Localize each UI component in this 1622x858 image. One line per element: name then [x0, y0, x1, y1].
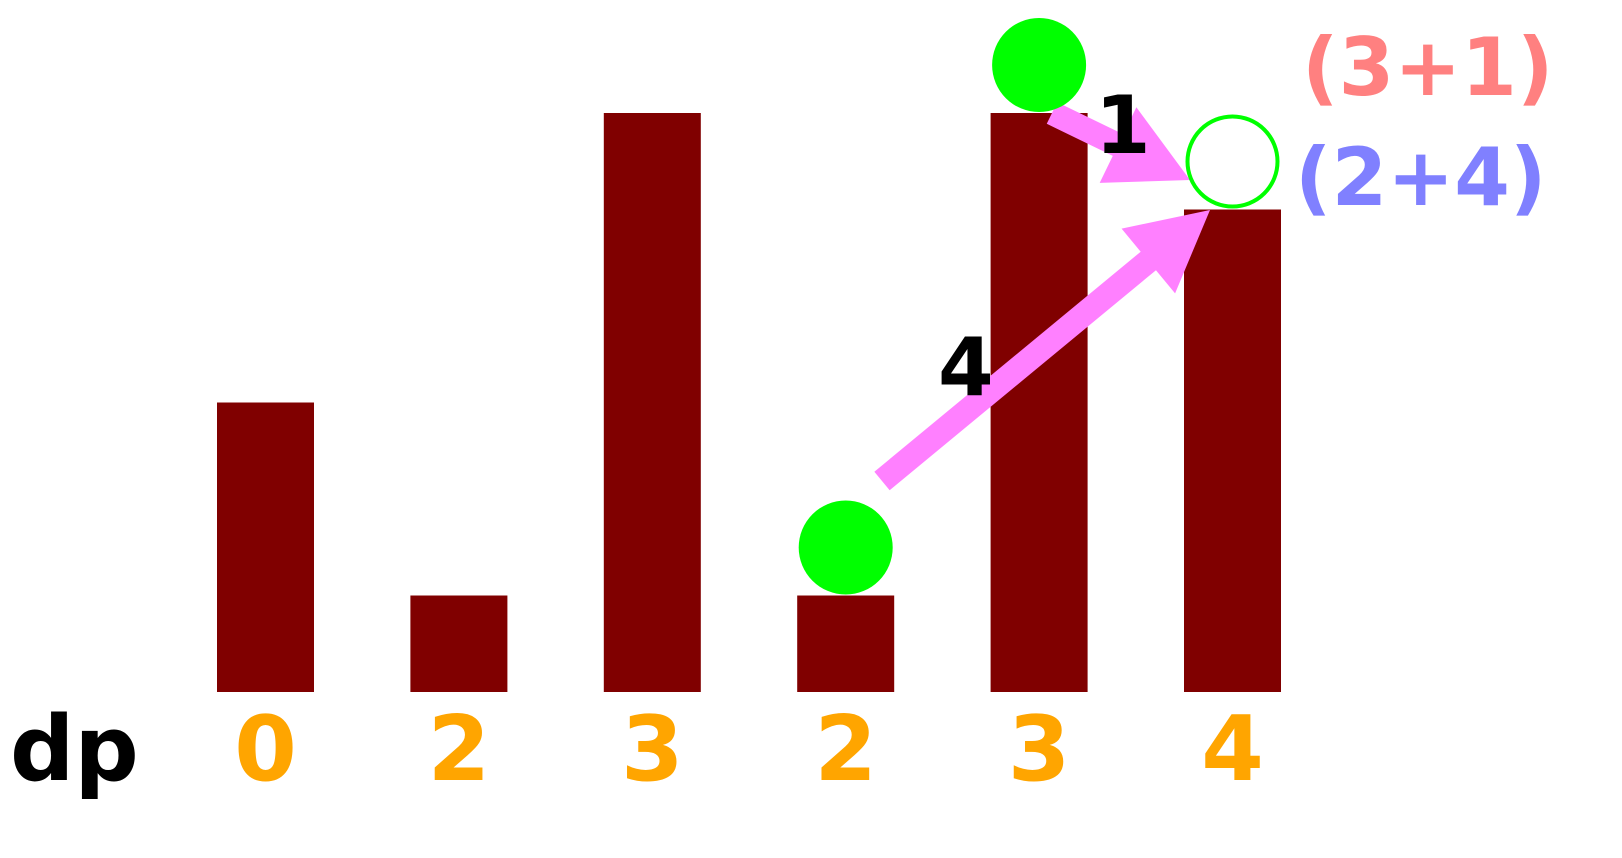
dp-value: 3	[621, 697, 684, 802]
dp-value: 3	[1008, 697, 1071, 802]
bar	[1184, 209, 1281, 692]
hollow-marker	[1185, 114, 1280, 209]
candidate-bottom: (2+4)	[1295, 131, 1546, 224]
arrow	[1046, 102, 1190, 183]
bar	[410, 595, 508, 692]
filled-marker	[798, 500, 893, 595]
dp-value: 2	[814, 697, 877, 802]
bar	[217, 402, 314, 692]
arrow-label-1: 1	[1095, 79, 1151, 172]
dp-value: 0	[234, 697, 297, 802]
dp-value: 4	[1201, 697, 1264, 802]
filled-marker	[992, 18, 1087, 112]
bar	[990, 113, 1088, 692]
arrow-label-4: 4	[938, 321, 994, 414]
candidate-top: (3+1)	[1302, 21, 1553, 114]
dp-value: 2	[428, 697, 491, 802]
dp-label: dp	[10, 697, 139, 802]
arrow	[874, 210, 1210, 491]
bar	[603, 113, 701, 692]
bar	[797, 595, 895, 692]
